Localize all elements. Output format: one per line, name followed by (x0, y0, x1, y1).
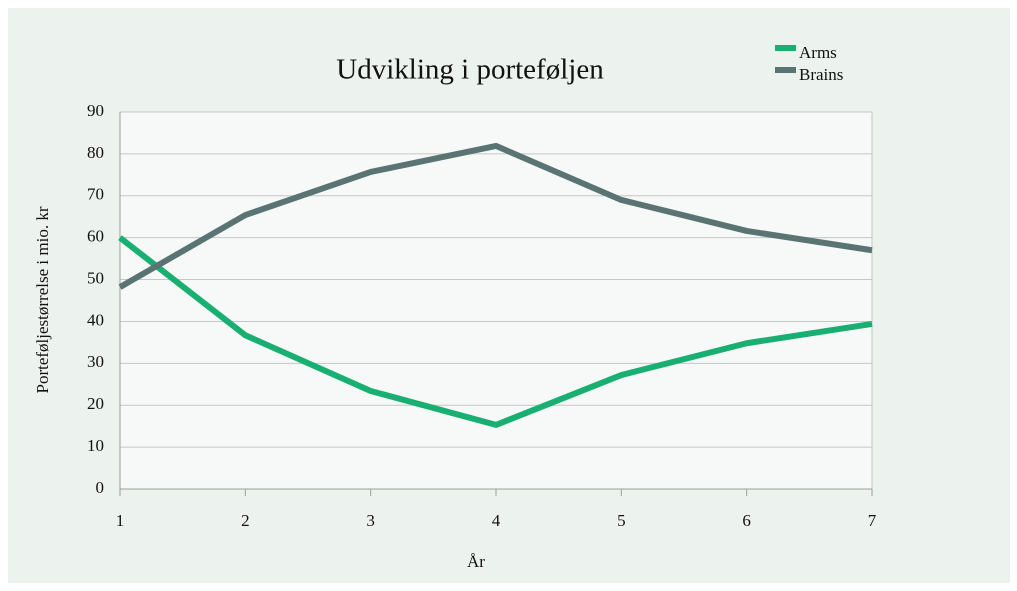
y-axis-label: Porteføljestørrelse i mio. kr (33, 206, 52, 393)
legend-label: Arms (799, 43, 837, 62)
y-tick-label: 40 (87, 310, 104, 329)
data-line (118, 235, 873, 428)
x-tick-label: 4 (492, 511, 501, 530)
data-line (118, 142, 873, 290)
legend-label: Brains (799, 65, 843, 84)
chart-title: Udvikling i porteføljen (336, 54, 604, 86)
y-tick-label: 30 (87, 352, 104, 371)
y-tick-label: 70 (87, 185, 104, 204)
y-tick-label: 10 (87, 436, 104, 455)
y-tick-label: 20 (87, 394, 104, 413)
y-tick-label: 90 (87, 101, 104, 120)
x-tick-label: 3 (366, 511, 375, 530)
x-axis-label: År (467, 552, 485, 571)
x-tick-label: 6 (742, 511, 751, 530)
x-tick-label: 5 (617, 511, 626, 530)
y-tick-label: 50 (87, 268, 104, 287)
plot-area (120, 112, 872, 489)
y-tick-label: 0 (96, 478, 105, 497)
x-tick-label: 7 (868, 511, 877, 530)
x-tick-label: 1 (116, 511, 125, 530)
x-tick-label: 2 (241, 511, 250, 530)
y-tick-label: 80 (87, 143, 104, 162)
y-tick-label: 60 (87, 227, 104, 246)
